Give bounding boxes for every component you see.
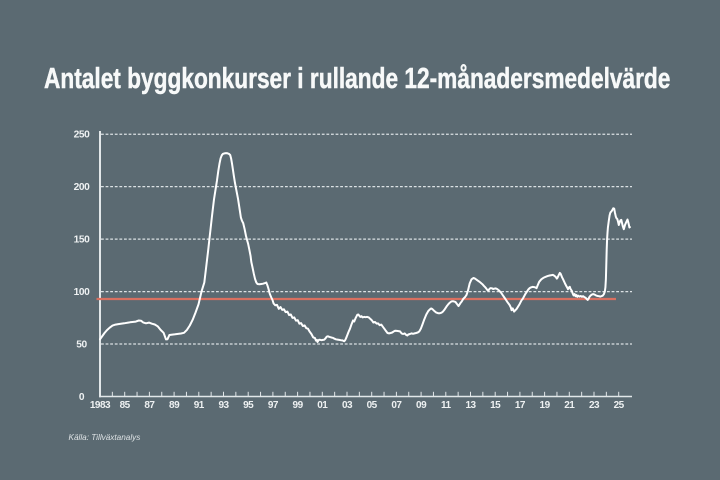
svg-text:25: 25: [614, 400, 625, 411]
svg-text:03: 03: [342, 400, 353, 411]
svg-text:150: 150: [74, 235, 91, 246]
svg-text:1983: 1983: [90, 400, 111, 411]
svg-text:250: 250: [74, 130, 91, 141]
svg-text:200: 200: [74, 182, 91, 193]
svg-text:93: 93: [218, 400, 229, 411]
svg-text:09: 09: [416, 400, 427, 411]
svg-text:0: 0: [79, 392, 85, 403]
svg-text:13: 13: [465, 400, 476, 411]
svg-text:95: 95: [243, 400, 254, 411]
svg-text:85: 85: [120, 400, 131, 411]
svg-text:23: 23: [589, 400, 600, 411]
svg-text:19: 19: [540, 400, 551, 411]
svg-text:100: 100: [74, 287, 91, 298]
svg-text:99: 99: [293, 400, 304, 411]
svg-text:01: 01: [317, 400, 328, 411]
svg-text:11: 11: [441, 400, 452, 411]
svg-text:89: 89: [169, 400, 180, 411]
svg-text:07: 07: [391, 400, 402, 411]
svg-text:50: 50: [76, 340, 87, 351]
svg-text:05: 05: [367, 400, 378, 411]
svg-text:97: 97: [268, 400, 279, 411]
svg-text:87: 87: [144, 400, 155, 411]
svg-text:91: 91: [194, 400, 205, 411]
svg-text:21: 21: [564, 400, 575, 411]
svg-text:17: 17: [515, 400, 526, 411]
svg-text:15: 15: [490, 400, 501, 411]
